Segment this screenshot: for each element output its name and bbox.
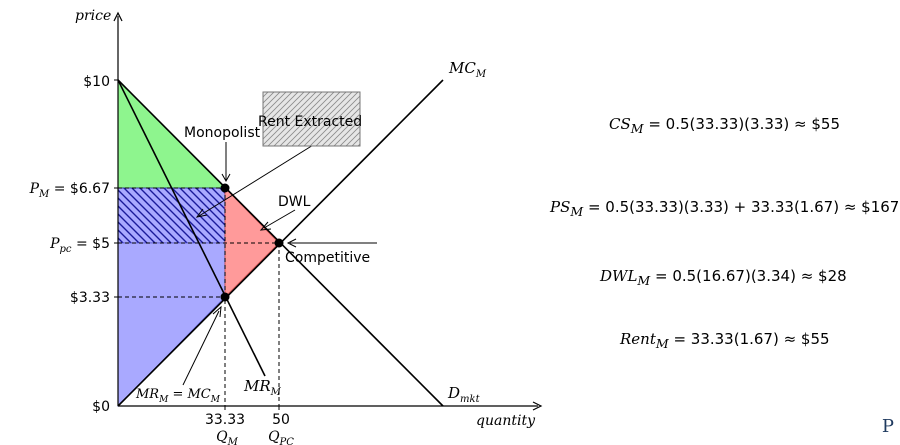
logo-letter: P <box>881 416 894 437</box>
competitive-point <box>274 238 284 248</box>
university-logo: P <box>882 416 894 437</box>
dwl-equation: DWLM = 0.5(16.67)(3.34) ≈ $28 <box>600 267 847 288</box>
y-axis-label: price <box>75 8 111 24</box>
x-axis-arrow <box>532 401 543 411</box>
mr-eq-mc-label: MRM = MCM <box>135 387 221 405</box>
rent-arrow <box>198 141 319 217</box>
rent-extracted-area <box>117 187 226 244</box>
mr-curve <box>117 79 266 377</box>
mr-mc-arrow <box>182 310 220 386</box>
dwl-arrowhead <box>259 221 272 231</box>
price-tick-pm: PM = $6.67 <box>29 181 110 200</box>
rent-equation: RentM = 33.33(1.67) ≈ $55 <box>620 330 830 351</box>
quantity-name-qm: QM <box>216 429 238 445</box>
dwl-label: DWL <box>278 194 311 210</box>
monopolist-price-point <box>220 183 230 193</box>
monopolist-label: Monopolist <box>184 125 261 141</box>
quantity-tick-qm: 33.33 <box>205 412 245 428</box>
ps-equation: PSM = 0.5(33.33)(3.33) + 33.33(1.67) ≈ $… <box>550 198 900 219</box>
y-axis-arrow <box>113 11 123 22</box>
producer-surplus-area <box>117 242 226 407</box>
rent-extracted-label: Rent Extracted <box>258 114 362 130</box>
mr-mc-point <box>220 292 230 302</box>
price-tick-10: $10 <box>83 74 110 90</box>
monopolist-arrowhead <box>221 173 231 183</box>
rent-legend-box <box>262 91 361 147</box>
mc-label: MCM <box>448 59 487 80</box>
competitive-label: Competitive <box>285 250 370 266</box>
mr-mc-arrowhead <box>212 305 222 318</box>
competitive-arrowhead <box>286 238 297 248</box>
x-axis-label: quantity <box>476 413 536 429</box>
dwl-arrow <box>263 209 296 229</box>
mr-label: MRM <box>243 377 282 398</box>
demand-label: Dmkt <box>447 384 481 405</box>
quantity-name-qpc: QPC <box>268 429 294 445</box>
cs-equation: CSM = 0.5(33.33)(3.33) ≈ $55 <box>609 115 841 136</box>
price-tick-0: $0 <box>92 399 110 415</box>
price-tick-333: $3.33 <box>70 290 110 306</box>
rent-arrowhead <box>195 208 208 218</box>
price-tick-ppc: Ppc = $5 <box>49 236 110 255</box>
quantity-tick-qpc: 50 <box>272 412 290 428</box>
